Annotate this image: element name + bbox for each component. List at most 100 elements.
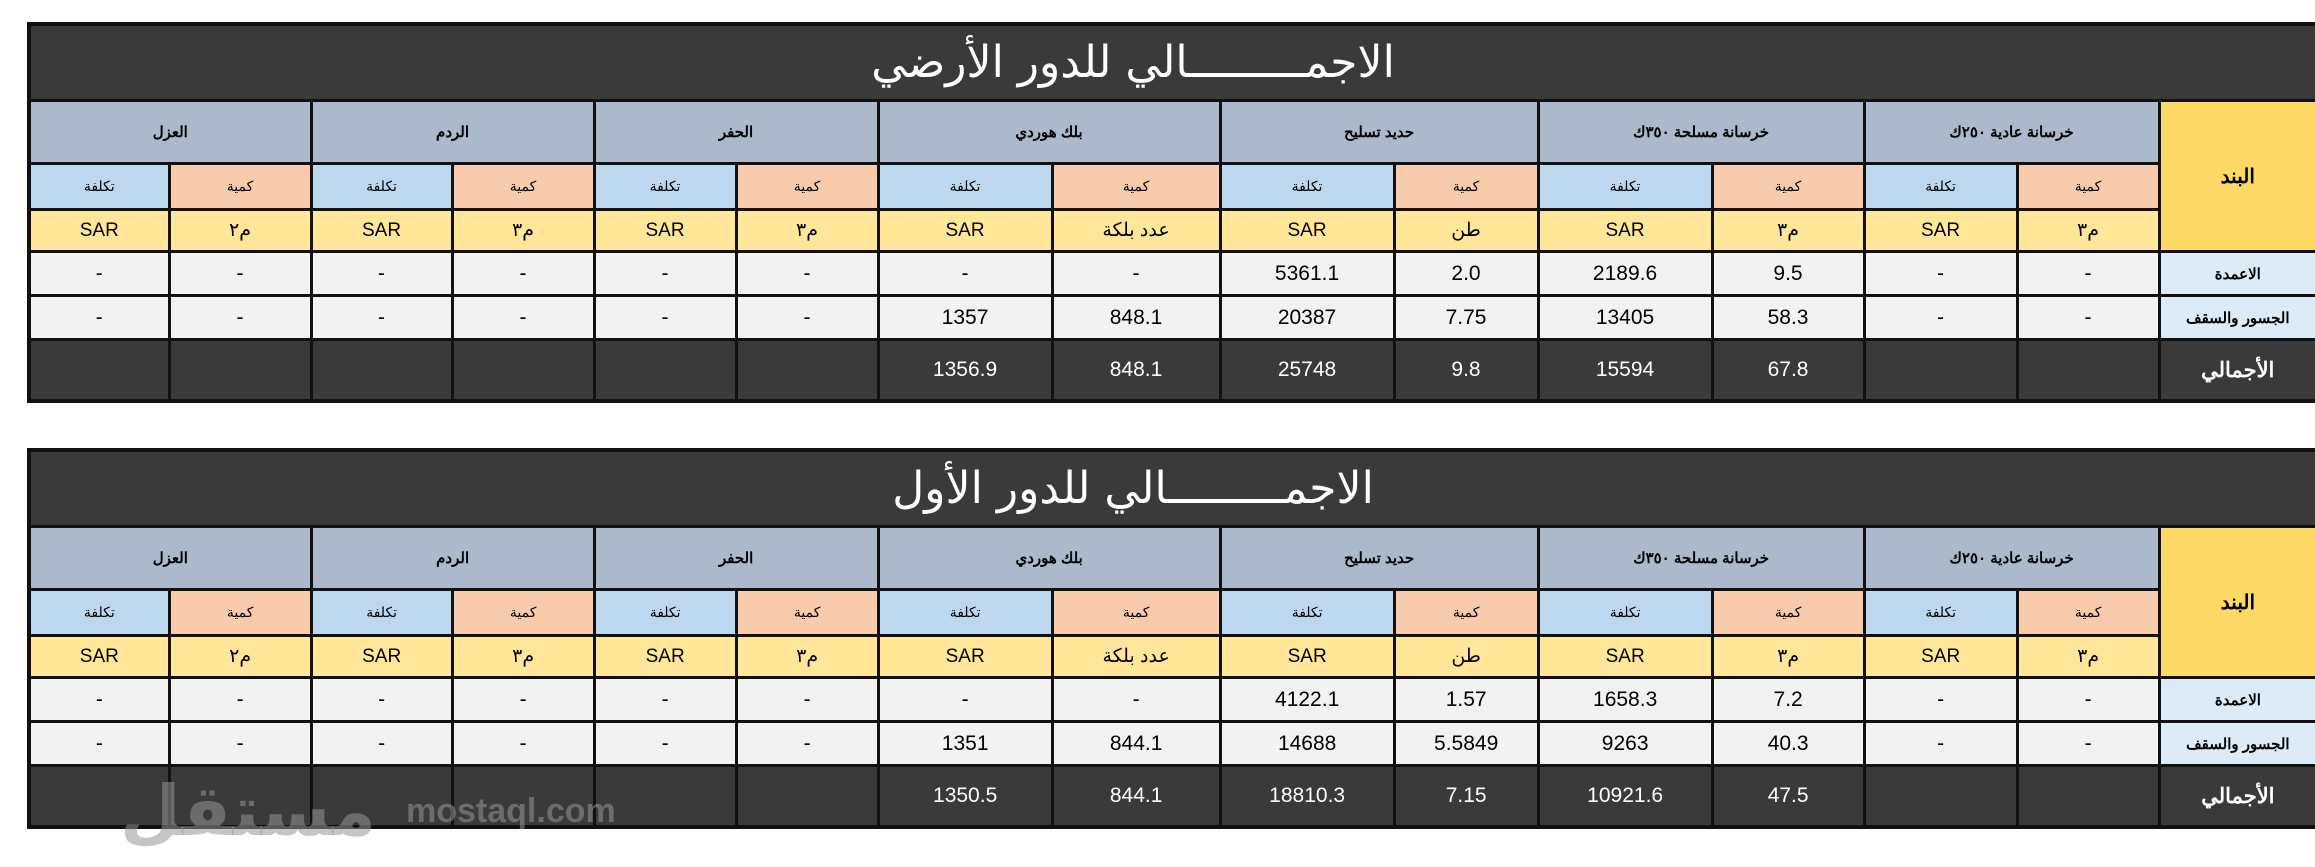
value-cell: - — [27, 720, 171, 767]
value-cell: - — [1862, 720, 2019, 767]
value-cell: - — [2015, 676, 2161, 723]
cost-header: تكلفة — [1862, 588, 2019, 637]
cost-header: تكلفة — [27, 162, 171, 211]
value-cell: 40.3 — [1710, 720, 1866, 767]
table-row: الاعمدة - -9.5 2189.6 2.0 5361.1- - - - - - - - — [27, 250, 2315, 297]
value-cell: - — [167, 294, 313, 341]
qty-header: كمية — [734, 162, 880, 211]
value-cell: 15594 — [1536, 338, 1714, 403]
value-cell: - — [450, 250, 596, 297]
currency-cell: SAR — [1218, 208, 1396, 253]
value-cell: - — [309, 250, 454, 297]
value-cell: 2189.6 — [1536, 250, 1714, 297]
value-cell: - — [2015, 720, 2161, 767]
value-cell: - — [592, 294, 738, 341]
value-cell: 25748 — [1218, 338, 1396, 403]
cost-header: تكلفة — [592, 588, 738, 637]
unit-cell: م٣ — [450, 208, 596, 253]
value-cell — [167, 764, 313, 829]
qty-header: كمية — [2015, 162, 2161, 211]
value-cell: 848.1 — [1050, 338, 1222, 403]
value-cell — [2015, 338, 2161, 403]
row-label: الاعمدة — [2157, 676, 2315, 723]
cost-header: تكلفة — [1536, 588, 1714, 637]
row-label: الأجمالي — [2157, 764, 2315, 829]
cost-header: تكلفة — [1536, 162, 1714, 211]
group-header: حديد تسليح — [1218, 99, 1540, 165]
cost-header: تكلفة — [1218, 588, 1396, 637]
currency-cell: SAR — [1536, 208, 1714, 253]
group-header: خرسانة مسلحة ٣٥٠ك — [1536, 99, 1866, 165]
value-cell: - — [876, 676, 1054, 723]
group-header: حديد تسليح — [1218, 525, 1540, 591]
group-header: الردم — [309, 99, 596, 165]
cost-header: تكلفة — [27, 588, 171, 637]
value-cell: 18810.3 — [1218, 764, 1396, 829]
value-cell: - — [592, 720, 738, 767]
currency-cell: SAR — [592, 634, 738, 679]
value-cell: - — [450, 294, 596, 341]
row-label: الجسور والسقف — [2157, 720, 2315, 767]
value-cell: - — [309, 294, 454, 341]
unit-cell: طن — [1392, 208, 1540, 253]
table-title-text: الاجمـــــــــالي للدور الأول — [892, 463, 1374, 514]
value-cell: - — [1862, 294, 2019, 341]
table-title: الاجمـــــــــالي للدور الأرضي — [27, 22, 2315, 102]
currency-cell: SAR — [592, 208, 738, 253]
qty-header: كمية — [2015, 588, 2161, 637]
value-cell: - — [309, 720, 454, 767]
value-cell: - — [450, 676, 596, 723]
value-cell: 58.3 — [1710, 294, 1866, 341]
group-header: العزل — [27, 99, 313, 165]
value-cell: 1658.3 — [1536, 676, 1714, 723]
value-cell — [450, 764, 596, 829]
row-label: الأجمالي — [2157, 338, 2315, 403]
value-cell — [592, 764, 738, 829]
value-cell — [1862, 764, 2019, 829]
value-cell: - — [1050, 676, 1222, 723]
currency-cell: SAR — [1862, 208, 2019, 253]
value-cell — [592, 338, 738, 403]
item-header: البند — [2157, 525, 2315, 679]
value-cell: - — [592, 676, 738, 723]
group-header: بلك هوردي — [876, 525, 1222, 591]
value-cell — [309, 338, 454, 403]
unit-cell: عدد بلكة — [1050, 208, 1222, 253]
value-cell: - — [27, 676, 171, 723]
value-cell: 9263 — [1536, 720, 1714, 767]
value-cell — [1862, 338, 2019, 403]
value-cell: - — [1050, 250, 1222, 297]
value-cell — [167, 338, 313, 403]
qty-header: كمية — [1050, 588, 1222, 637]
cost-header: تكلفة — [592, 162, 738, 211]
table-row: الجسور والسقف - -40.3 9263 5.5849 14688 844.1 1… — [27, 720, 2315, 767]
group-header: خرسانة مسلحة ٣٥٠ك — [1536, 525, 1866, 591]
row-label: الاعمدة — [2157, 250, 2315, 297]
value-cell: 14688 — [1218, 720, 1396, 767]
value-cell — [27, 338, 171, 403]
cost-header: تكلفة — [309, 588, 454, 637]
group-header: العزل — [27, 525, 313, 591]
currency-cell: SAR — [876, 208, 1054, 253]
value-cell — [734, 338, 880, 403]
table-title-text: الاجمـــــــــالي للدور الأرضي — [871, 37, 1395, 88]
value-cell: - — [734, 720, 880, 767]
qty-header: كمية — [167, 162, 313, 211]
value-cell: 1350.5 — [876, 764, 1054, 829]
unit-cell: م٣ — [2015, 208, 2161, 253]
group-header: الردم — [309, 525, 596, 591]
value-cell: - — [309, 676, 454, 723]
value-cell: - — [2015, 294, 2161, 341]
group-header: بلك هوردي — [876, 99, 1222, 165]
value-cell: - — [592, 250, 738, 297]
unit-cell: م٢ — [167, 208, 313, 253]
value-cell: - — [1862, 250, 2019, 297]
qty-header: كمية — [1392, 162, 1540, 211]
qty-header: كمية — [1710, 162, 1866, 211]
value-cell: 2.0 — [1392, 250, 1540, 297]
unit-cell: م٣ — [734, 208, 880, 253]
unit-cell: م٢ — [167, 634, 313, 679]
value-cell: 1357 — [876, 294, 1054, 341]
value-cell: 844.1 — [1050, 764, 1222, 829]
qty-header: كمية — [1050, 162, 1222, 211]
